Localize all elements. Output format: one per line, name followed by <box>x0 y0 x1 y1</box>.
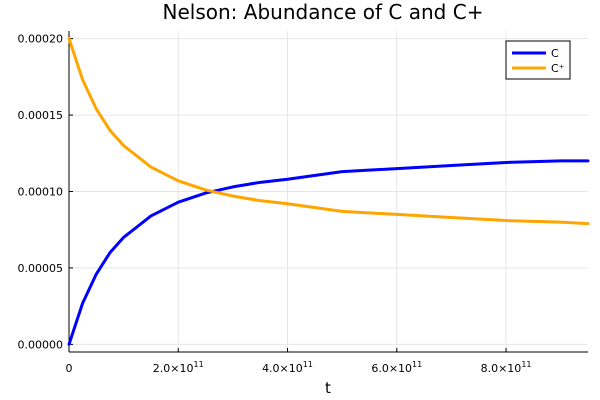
y-tick-label: 0.00015 <box>18 109 64 122</box>
x-tick-label: 4.0×1011 <box>262 360 313 375</box>
legend-label: C <box>551 47 559 60</box>
legend-label: C⁺ <box>551 62 565 75</box>
legend: C C⁺ <box>505 40 571 80</box>
x-tick-label: 2.0×1011 <box>153 360 204 375</box>
x-tick-label: 6.0×1011 <box>371 360 422 375</box>
series-lines <box>67 37 590 346</box>
series-line-c-plus <box>67 37 590 226</box>
y-tick-label: 0.00005 <box>18 262 64 275</box>
y-tick-label: 0.00000 <box>18 338 64 351</box>
x-tick-label: 0 <box>66 362 73 375</box>
grid <box>68 31 588 352</box>
axes <box>68 31 588 353</box>
chart-title: Nelson: Abundance of C and C+ <box>163 0 484 24</box>
x-axis-label: t <box>325 379 331 397</box>
y-tick-label: 0.00010 <box>18 186 64 199</box>
series-line-c <box>67 159 590 346</box>
y-tick-label: 0.00020 <box>18 33 64 46</box>
x-tick-label: 8.0×1011 <box>481 360 532 375</box>
legend-box <box>505 40 571 80</box>
tick-labels: 0 2.0×1011 4.0×1011 6.0×1011 8.0×1011 0.00000… <box>18 33 532 375</box>
